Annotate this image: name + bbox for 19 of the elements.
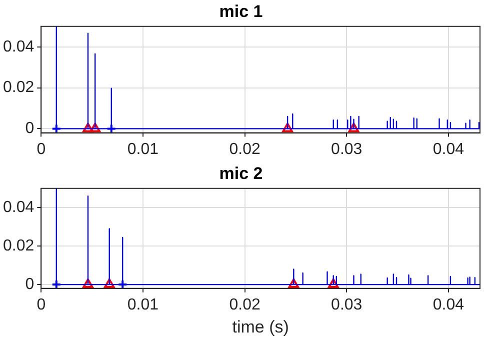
y-tick-label: 0.02 [3, 79, 34, 96]
y-tick-label: 0.04 [3, 38, 34, 56]
x-tick-label: 0.03 [331, 140, 362, 158]
x-axis-title: time (s) [232, 317, 289, 336]
y-tick-label: 0.04 [3, 199, 34, 216]
x-tick-label: 0.01 [127, 140, 159, 158]
x-tick-label: 0.04 [432, 296, 464, 314]
x-tick-label: 0.01 [127, 296, 159, 314]
y-tick-label: 0 [25, 120, 34, 138]
x-tick-label: 0 [36, 140, 46, 158]
x-tick-label: 0 [36, 296, 46, 314]
chart-title: mic 2 [219, 164, 263, 183]
x-tick-label: 0.02 [229, 296, 260, 314]
y-tick-label: 0.02 [3, 238, 34, 254]
y-tick-label: 0 [25, 276, 34, 293]
x-tick-label: 0.02 [229, 140, 260, 158]
chart-title: mic 1 [219, 2, 263, 21]
x-tick-label: 0.03 [331, 296, 362, 314]
x-tick-label: 0.04 [432, 140, 464, 158]
